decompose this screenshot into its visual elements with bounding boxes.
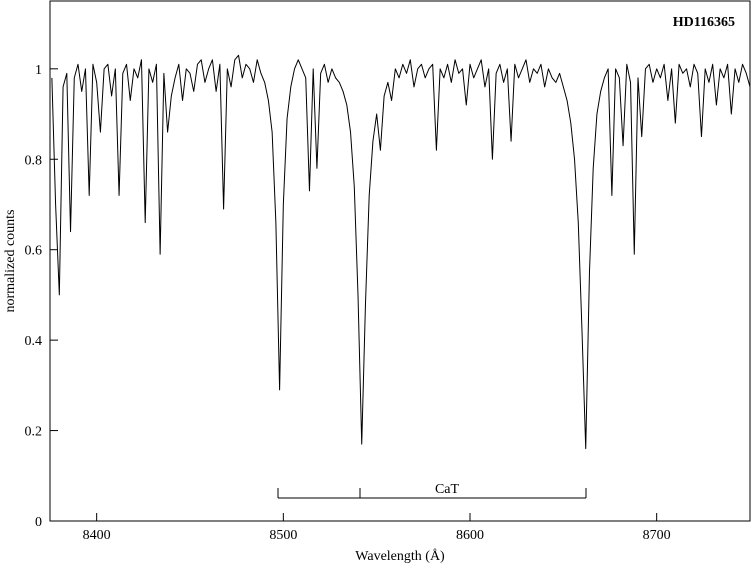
- x-tick-label: 8500: [269, 528, 297, 543]
- y-tick-label: 0.2: [25, 425, 43, 440]
- y-tick-label: 1: [35, 63, 42, 78]
- x-axis-label: Wavelength (Å): [355, 548, 445, 564]
- x-tick-label: 8700: [643, 528, 671, 543]
- y-axis-label: normalized counts: [3, 209, 18, 312]
- y-tick-label: 0.8: [25, 153, 43, 168]
- plot-frame: [49, 0, 751, 522]
- cat-label: CaT: [435, 482, 460, 497]
- y-tick-label: 0: [35, 515, 42, 530]
- spectrum-line: [51, 54, 751, 450]
- star-label: HD116365: [673, 15, 735, 30]
- x-tick-label: 8600: [456, 528, 484, 543]
- x-tick-label: 8400: [83, 528, 111, 543]
- y-tick-label: 0.4: [25, 334, 43, 349]
- cat-bracket: [277, 488, 587, 499]
- y-tick-label: 0.6: [25, 244, 43, 259]
